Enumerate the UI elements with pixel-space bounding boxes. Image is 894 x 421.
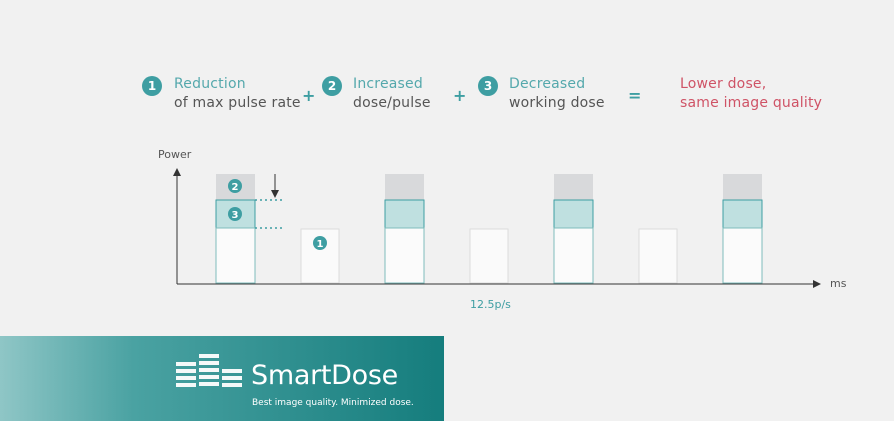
pulse-cap-4 — [723, 174, 762, 200]
working-dose-band-3 — [553, 199, 594, 229]
badge-3: 3 — [478, 76, 498, 96]
svg-text:1: 1 — [317, 239, 324, 250]
brand-name: SmartDose — [251, 360, 398, 391]
marker-3: 3 — [228, 207, 242, 221]
pulse-rate-label: 12.5p/s — [470, 298, 511, 311]
item-1-subtitle: of max pulse rate — [174, 95, 301, 111]
removed-pulse-3 — [638, 228, 678, 284]
smartdose-logo-icon — [176, 354, 242, 387]
marker-1: 1 — [313, 236, 327, 250]
badge-2: 2 — [322, 76, 342, 96]
brand-tagline: Best image quality. Minimized dose. — [252, 398, 414, 408]
marker-2: 2 — [228, 179, 242, 193]
active-pulse-3 — [553, 227, 594, 284]
x-axis — [177, 280, 821, 288]
result-line-1: Lower dose, — [680, 76, 767, 92]
equals-operator: = — [628, 86, 642, 105]
down-arrow-icon — [271, 174, 279, 198]
active-pulse-4 — [722, 227, 763, 284]
equation-header: 1 Reduction of max pulse rate + 2 Increa… — [0, 72, 894, 122]
pulse-diagram: 2 3 1 — [173, 168, 821, 288]
item-1-title: Reduction — [174, 76, 246, 92]
svg-text:2: 2 — [232, 182, 239, 193]
working-dose-band-2 — [384, 199, 425, 229]
result-line-2: same image quality — [680, 95, 823, 111]
svg-text:3: 3 — [232, 210, 239, 221]
plus-operator-1: + — [302, 86, 316, 105]
y-axis — [173, 168, 181, 284]
item-3-subtitle: working dose — [509, 95, 605, 111]
pulse-cap-2 — [385, 174, 424, 200]
item-2-title: Increased — [353, 76, 423, 92]
plus-operator-2: + — [453, 86, 467, 105]
working-dose-band-4 — [722, 199, 763, 229]
active-pulse-1 — [215, 227, 256, 284]
x-axis-label: ms — [830, 277, 847, 290]
removed-pulse-2 — [469, 228, 509, 284]
item-3-title: Decreased — [509, 76, 586, 92]
item-2-subtitle: dose/pulse — [353, 95, 431, 111]
pulse-cap-3 — [554, 174, 593, 200]
badge-1: 1 — [142, 76, 162, 96]
active-pulse-2 — [384, 227, 425, 284]
y-axis-label: Power — [158, 148, 192, 161]
